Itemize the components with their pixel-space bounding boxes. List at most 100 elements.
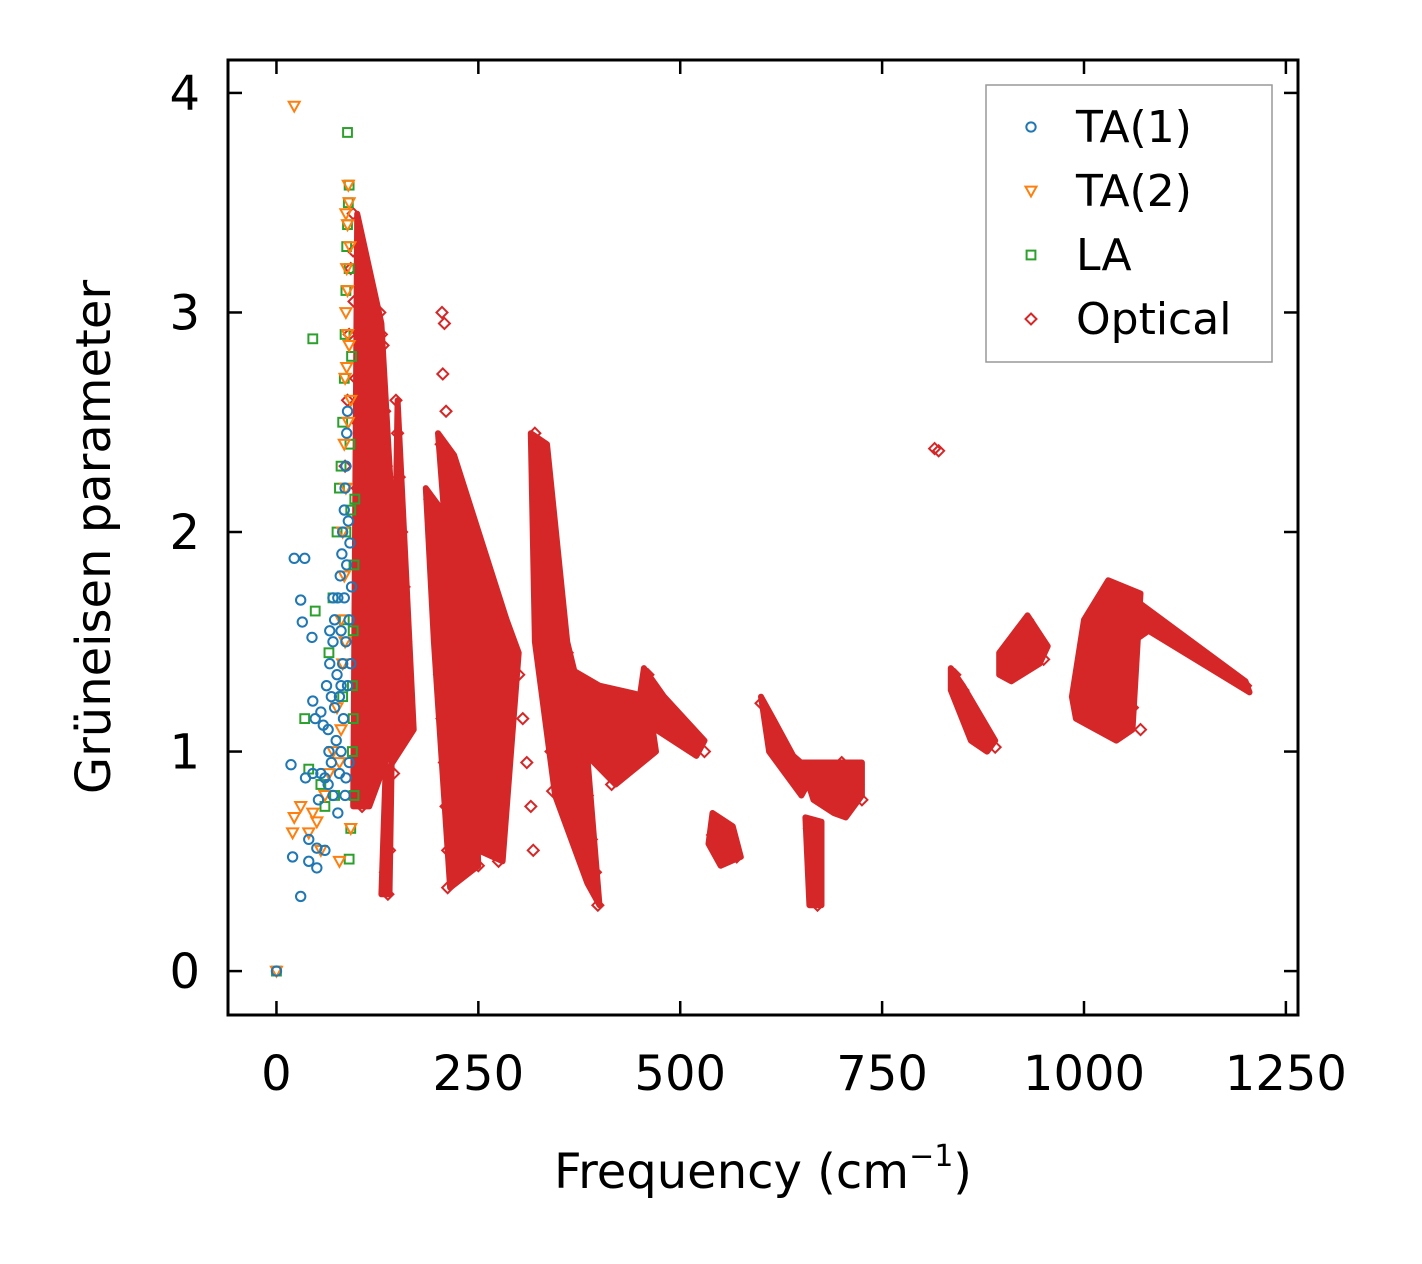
point-optical-142	[964, 700, 978, 715]
x-axis-label: Frequency (cm−1)	[554, 1139, 972, 1200]
point-optical-22	[368, 678, 382, 693]
point-optical-141	[955, 683, 970, 697]
point-ta1-57	[315, 706, 327, 718]
point-optical-84	[526, 843, 541, 858]
point-ta1-41	[339, 482, 351, 494]
point-optical-167	[1238, 678, 1253, 693]
point-optical-59	[439, 404, 453, 419]
point-optical-122	[754, 696, 768, 711]
point-optical-47	[427, 536, 441, 550]
point-optical-2	[342, 327, 357, 342]
point-optical-101	[588, 865, 603, 880]
point-ta1-56	[312, 794, 325, 806]
point-optical-145	[988, 740, 1003, 755]
point-optical-150	[1028, 634, 1043, 649]
point-optical-125	[778, 744, 793, 759]
point-optical-113	[665, 711, 680, 726]
point-ta1-32	[334, 570, 346, 582]
x-tick-label-3: 750	[836, 1046, 928, 1102]
point-ta1-62	[322, 723, 334, 736]
point-optical-11	[351, 612, 366, 627]
x-tick-label-2: 500	[634, 1046, 726, 1102]
point-optical-5	[346, 244, 361, 258]
point-ta1-25	[328, 701, 341, 714]
optical-dense-regions	[350, 210, 1253, 909]
point-optical-154	[1085, 645, 1099, 660]
point-optical-6	[347, 294, 361, 309]
point-ta1-50	[343, 614, 355, 626]
point-ta2-6	[305, 807, 320, 821]
point-optical-136	[850, 777, 865, 792]
point-optical-166	[1222, 667, 1237, 682]
point-ta1-4	[295, 594, 307, 606]
point-optical-73	[479, 689, 494, 704]
point-optical-66	[453, 678, 468, 693]
point-optical-14	[355, 799, 369, 814]
point-ta1-37	[336, 658, 349, 670]
point-optical-16	[358, 353, 373, 368]
point-optical-148	[1012, 623, 1027, 638]
point-optical-53	[439, 799, 453, 814]
point-optical-93	[545, 784, 560, 798]
point-ta2-30	[333, 724, 349, 738]
point-ta2-33	[340, 285, 355, 299]
point-optical-98	[576, 755, 591, 770]
point-optical-68	[459, 766, 474, 781]
point-ta1-38	[337, 712, 350, 725]
point-la-27	[346, 680, 358, 692]
point-optical-116	[689, 733, 704, 748]
point-ta2-19	[339, 263, 354, 277]
point-ta1-65	[335, 680, 347, 692]
point-ta1-2	[286, 851, 299, 863]
point-ta2-22	[341, 197, 357, 211]
point-optical-155	[1093, 612, 1108, 627]
point-optical-46	[422, 492, 437, 506]
point-ta1-40	[338, 592, 350, 604]
point-optical-28	[377, 404, 392, 419]
point-ta1-8	[303, 833, 315, 846]
point-la-28	[345, 504, 357, 516]
point-ta1-64	[324, 625, 336, 637]
point-optical-18	[362, 448, 377, 463]
point-optical-146	[996, 656, 1011, 671]
point-optical-38	[389, 393, 403, 408]
point-ta2-2	[287, 812, 302, 825]
y-axis-label: Grüneisen parameter	[66, 280, 122, 795]
point-optical-78	[495, 623, 510, 638]
point-ta2-17	[337, 372, 353, 386]
point-optical-82	[519, 755, 534, 770]
point-optical-41	[394, 525, 409, 539]
point-ta1-22	[325, 756, 338, 769]
point-ta1-10	[307, 695, 319, 707]
point-ta1-29	[332, 592, 344, 604]
point-ta1-0	[270, 965, 283, 977]
point-optical-135	[842, 766, 857, 781]
point-la-12	[335, 460, 347, 472]
point-optical-25	[372, 305, 387, 320]
x-tick-label-0: 0	[261, 1046, 292, 1102]
point-optical-85	[527, 426, 542, 441]
point-optical-24	[371, 382, 386, 397]
point-optical-104	[600, 744, 615, 759]
optical-region-10	[802, 814, 825, 909]
point-optical-42	[397, 579, 411, 594]
point-optical-52	[437, 755, 452, 770]
data-points	[269, 100, 1253, 979]
point-ta2-32	[338, 208, 354, 222]
point-optical-48	[429, 579, 444, 594]
legend-marker-optical	[1024, 312, 1038, 326]
point-optical-71	[471, 858, 486, 873]
point-optical-162	[1157, 623, 1172, 638]
point-optical-69	[463, 810, 478, 825]
point-ta1-1	[285, 759, 297, 771]
point-optical-20	[366, 547, 381, 561]
point-optical-91	[542, 700, 557, 715]
point-optical-115	[681, 727, 696, 741]
point-ta2-35	[341, 416, 356, 430]
point-ta1-28	[331, 669, 343, 681]
y-tick-label-4: 4	[169, 66, 200, 122]
point-optical-34	[386, 766, 401, 781]
point-ta1-5	[296, 616, 308, 628]
point-la-32	[346, 746, 358, 757]
point-optical-112	[657, 700, 671, 715]
